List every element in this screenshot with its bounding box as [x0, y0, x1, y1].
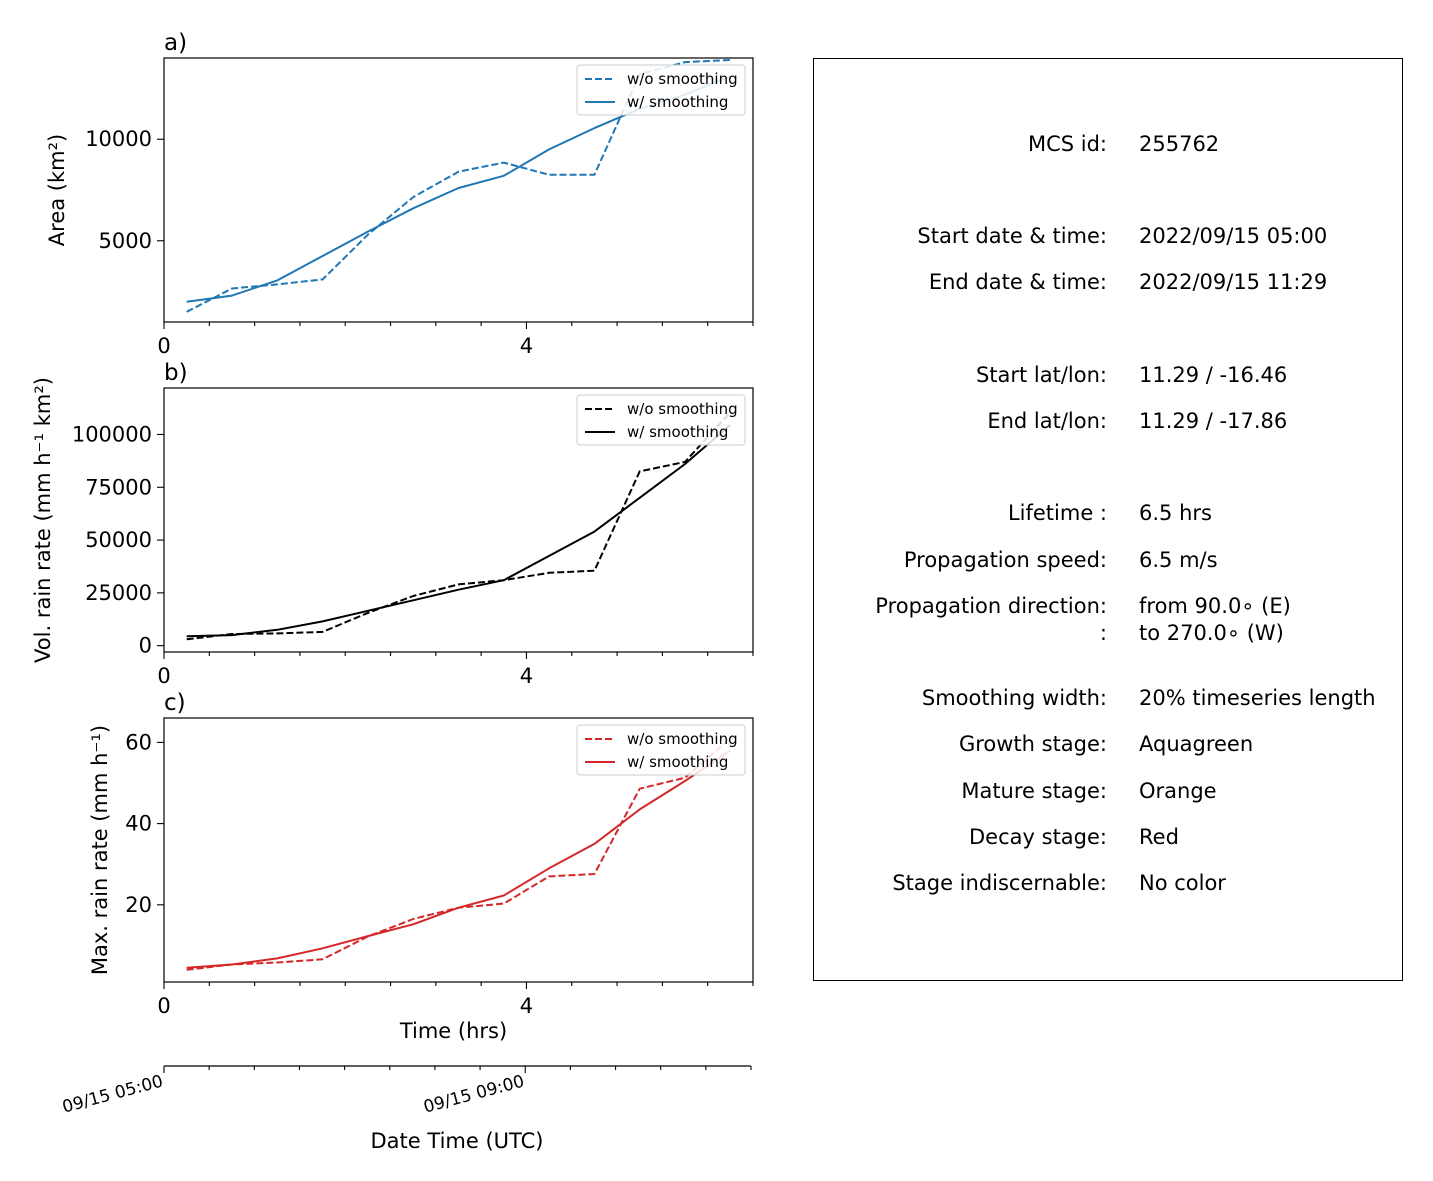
datetime-tick-label: 09/15 09:00 — [421, 1072, 526, 1118]
info-label: Decay stage: — [969, 825, 1107, 849]
info-label: Mature stage: — [961, 779, 1107, 803]
info-value: 6.5 m/s — [1139, 548, 1218, 572]
info-label: End date & time: — [928, 270, 1107, 294]
panel-label: a) — [164, 30, 187, 56]
y-axis-label: Max. rain rate (mm h⁻¹) — [88, 725, 112, 975]
x-tick-label: 4 — [520, 334, 533, 358]
x-tick-label: 4 — [520, 994, 533, 1018]
axes-frame — [163, 57, 754, 323]
x-tick-label: 0 — [157, 664, 170, 688]
info-label: Smoothing width: — [921, 686, 1107, 710]
info-value: to 270.0∘ (W) — [1139, 621, 1284, 645]
legend-entry: w/o smoothing — [627, 730, 738, 748]
y-axis-label: Area (km²) — [45, 134, 69, 246]
legend: w/o smoothing w/ smoothing — [576, 394, 746, 446]
info-value: 11.29 / -17.86 — [1139, 409, 1288, 433]
series-line-without-smoothing — [186, 411, 732, 641]
y-tick-label: 60 — [125, 730, 152, 754]
info-value: from 90.0∘ (E) — [1139, 594, 1291, 618]
axes-frame — [163, 387, 754, 653]
datetime-tick-label: 09/15 05:00 — [60, 1072, 165, 1118]
legend: w/o smoothing w/ smoothing — [576, 64, 746, 116]
info-label: Start date & time: — [917, 224, 1107, 248]
info-value: No color — [1139, 871, 1226, 895]
legend-box — [576, 394, 746, 446]
info-value: 2022/09/15 05:00 — [1139, 224, 1328, 248]
info-value: 2022/09/15 11:29 — [1139, 270, 1328, 294]
y-tick-label: 0 — [139, 634, 152, 658]
legend-entry: w/o smoothing — [627, 70, 738, 88]
y-tick-label: 10000 — [85, 127, 152, 151]
info-label: Lifetime : — [1007, 501, 1107, 525]
legend-box — [576, 64, 746, 116]
info-label: Start lat/lon: — [975, 363, 1107, 387]
x-tick-label: 0 — [157, 334, 170, 358]
info-label: Growth stage: — [958, 732, 1107, 756]
info-value: Aquagreen — [1139, 732, 1254, 756]
panel-b: 0 4 0 25000 50000 75000 100000 b) Vol. rain rate… — [31, 360, 754, 688]
legend-entry: w/ smoothing — [627, 753, 728, 771]
datetime-axis-label: Date Time (UTC) — [371, 1129, 544, 1153]
info-value: 255762 — [1139, 132, 1220, 156]
x-tick-label: 0 — [157, 994, 170, 1018]
panel-label: c) — [164, 690, 186, 716]
series-line-with-smoothing — [186, 749, 731, 969]
panel-label: b) — [164, 360, 188, 386]
info-value: 20% timeseries length — [1139, 686, 1376, 710]
panel-a: 0 4 5000 10000 a) Area (km²) w/o smoothing w/ s… — [45, 30, 754, 358]
info-label: Stage indiscernable: — [892, 871, 1107, 895]
panel-c: 0 4 20 40 60 c) Max. rain rate (mm h⁻¹) Time (h… — [88, 690, 754, 1043]
legend-entry: w/o smoothing — [627, 400, 738, 418]
legend: w/o smoothing w/ smoothing — [576, 724, 746, 776]
y-axis-label: Vol. rain rate (mm h⁻¹ km²) — [31, 377, 55, 663]
series-line-with-smoothing — [186, 424, 731, 638]
info-panel: MCS id: 255762 Start date & time: 2022/09/1… — [813, 58, 1403, 981]
y-tick-label: 40 — [125, 812, 152, 836]
y-tick-label: 25000 — [85, 581, 152, 605]
axes-frame — [163, 717, 754, 983]
y-tick-label: 5000 — [99, 229, 152, 253]
y-tick-label: 20 — [125, 893, 152, 917]
info-label: End lat/lon: — [987, 409, 1107, 433]
legend-entry: w/ smoothing — [627, 423, 728, 441]
info-label: MCS id: — [1027, 132, 1107, 156]
y-tick-label: 50000 — [85, 528, 152, 552]
y-tick-label: 100000 — [72, 422, 152, 446]
y-tick-label: 75000 — [85, 475, 152, 499]
x-tick-label: 4 — [520, 664, 533, 688]
info-label: Propagation direction: — [875, 594, 1107, 618]
legend-box — [576, 724, 746, 776]
info-value: Orange — [1139, 779, 1217, 803]
info-label: : — [1099, 621, 1107, 645]
info-value: Red — [1139, 825, 1179, 849]
x-axis-label: Time (hrs) — [399, 1019, 507, 1043]
legend-entry: w/ smoothing — [627, 93, 728, 111]
info-label: Propagation speed: — [903, 548, 1107, 572]
datetime-axis: 09/15 05:00 09/15 09:00 Date Time (UTC) — [60, 1065, 752, 1153]
info-value: 11.29 / -16.46 — [1139, 363, 1288, 387]
info-value: 6.5 hrs — [1139, 501, 1212, 525]
